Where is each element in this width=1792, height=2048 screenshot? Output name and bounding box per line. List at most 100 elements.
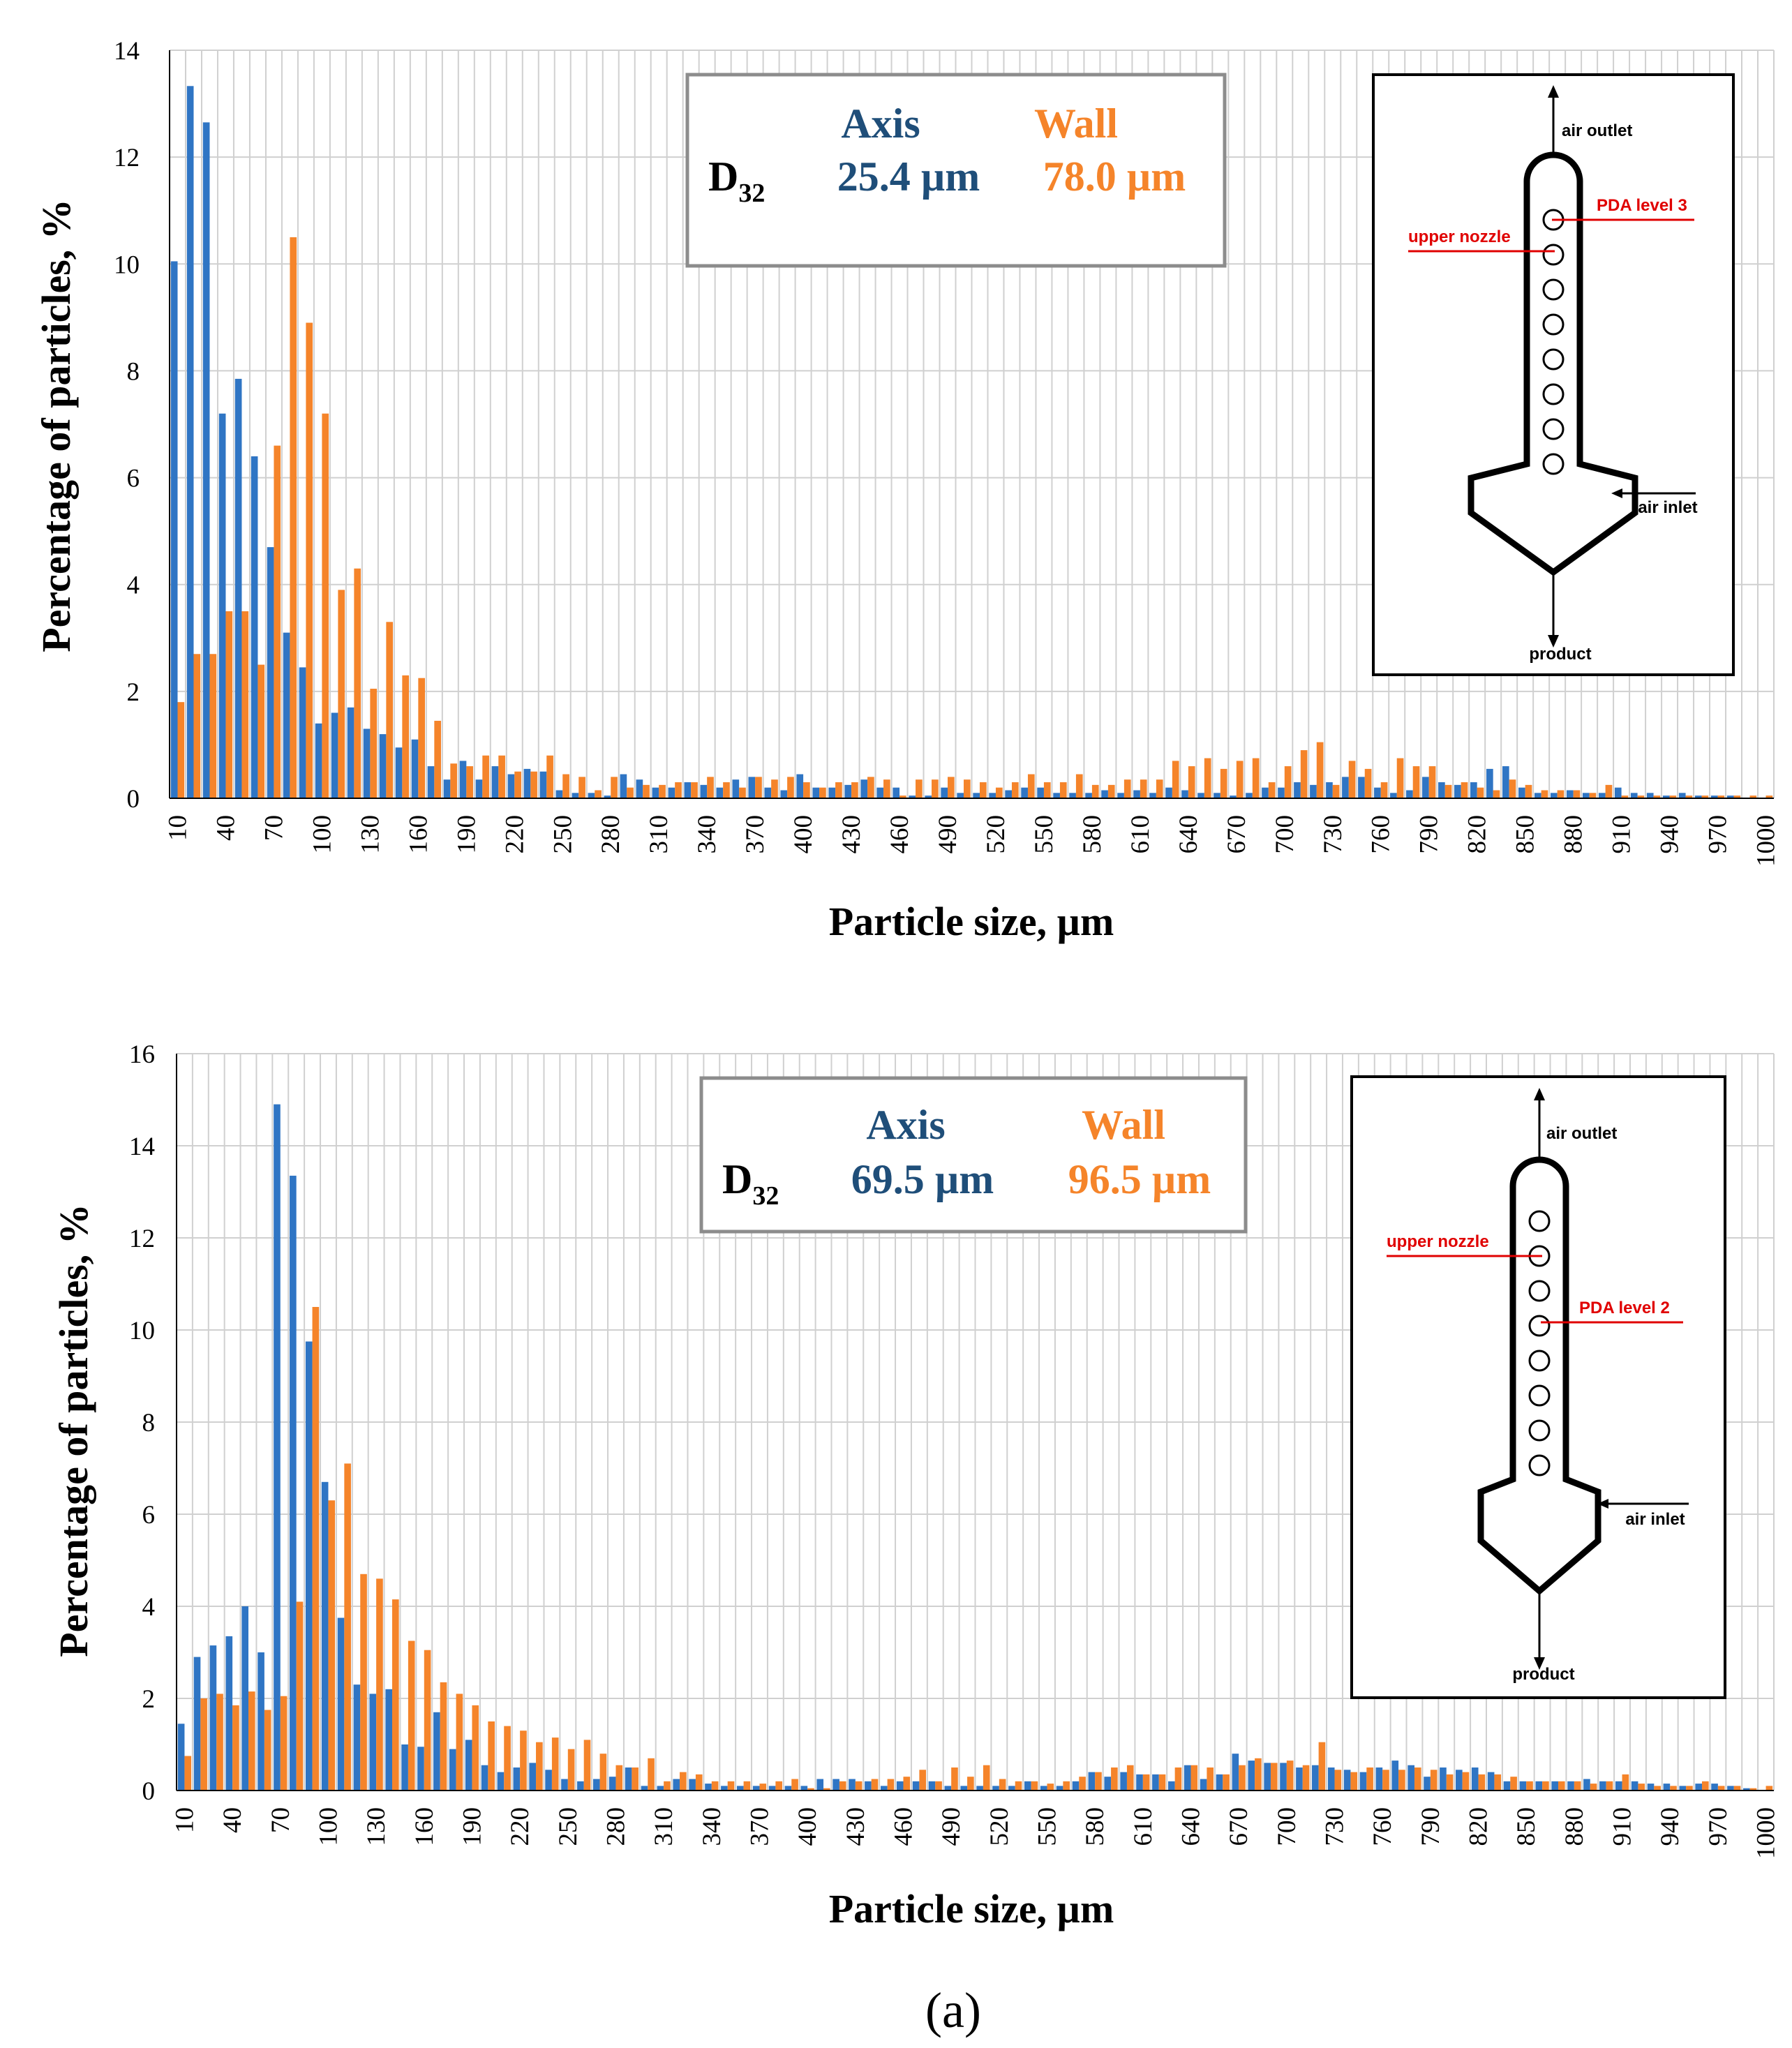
wall-bar bbox=[184, 1756, 192, 1791]
outlet-arrow-head bbox=[1548, 85, 1559, 98]
wall-bar bbox=[723, 782, 730, 798]
chart-2-y-axis-title: Percentage of particles, % bbox=[51, 1204, 96, 1657]
wall-bar bbox=[1653, 795, 1661, 798]
axis-bar bbox=[315, 723, 322, 798]
axis-bar bbox=[849, 1779, 856, 1791]
wall-bar bbox=[344, 1463, 351, 1791]
x-tick-label: 700 bbox=[1273, 1807, 1301, 1846]
wall-bar bbox=[1348, 761, 1356, 798]
axis-bar bbox=[1646, 793, 1654, 798]
axis-bar bbox=[625, 1767, 632, 1791]
x-tick-label: 40 bbox=[212, 815, 241, 841]
wall-bar bbox=[1733, 795, 1741, 798]
axis-bar bbox=[689, 1779, 696, 1791]
axis-bar bbox=[748, 777, 756, 798]
wall-bar bbox=[1015, 1781, 1022, 1791]
axis-bar bbox=[1471, 1767, 1479, 1791]
chart-2-legend: Axis Wall D32 69.5 µm 96.5 µm bbox=[699, 1076, 1248, 1234]
x-tick-label: 220 bbox=[500, 815, 529, 854]
axis-bar bbox=[828, 787, 836, 798]
wall-bar bbox=[835, 782, 842, 798]
wall-bar bbox=[823, 1788, 830, 1791]
wall-bar bbox=[482, 755, 489, 798]
axis-bar bbox=[1440, 1767, 1447, 1791]
x-tick-label: 550 bbox=[1030, 815, 1059, 854]
axis-bar bbox=[465, 1740, 472, 1791]
wall-bar bbox=[1574, 1781, 1581, 1791]
axis-bar bbox=[652, 787, 659, 798]
axis-bar bbox=[928, 1781, 936, 1791]
axis-bar bbox=[1200, 1779, 1207, 1791]
axis-bar bbox=[433, 1712, 440, 1791]
x-tick-label: 880 bbox=[1560, 1807, 1589, 1846]
wall-bar bbox=[1654, 1786, 1661, 1791]
axis-bar bbox=[417, 1747, 424, 1791]
wall-bar bbox=[1733, 1786, 1741, 1791]
axis-bar bbox=[896, 1781, 904, 1791]
axis-bar bbox=[267, 547, 274, 798]
wall-bar bbox=[1047, 1784, 1054, 1791]
y-tick-label: 8 bbox=[142, 1409, 156, 1437]
x-tick-label: 70 bbox=[267, 1807, 295, 1833]
x-tick-label: 610 bbox=[1126, 815, 1155, 854]
x-tick-label: 670 bbox=[1225, 1807, 1253, 1846]
x-tick-label: 730 bbox=[1319, 815, 1347, 854]
chart-1-legend-d32: D32 bbox=[708, 154, 765, 208]
measurement-circle bbox=[1528, 1350, 1551, 1372]
axis-bar bbox=[299, 667, 306, 798]
x-tick-label: 910 bbox=[1608, 815, 1636, 854]
axis-bar bbox=[443, 779, 451, 798]
wall-bar bbox=[1063, 1781, 1070, 1791]
axis-bar bbox=[1534, 793, 1541, 798]
axis-bar bbox=[283, 632, 290, 798]
wall-bar bbox=[1207, 1767, 1214, 1791]
axis-bar bbox=[992, 1786, 999, 1791]
axis-bar bbox=[379, 734, 387, 798]
wall-bar bbox=[1525, 784, 1532, 798]
wall-bar bbox=[707, 777, 714, 798]
chart-1-legend-axis-value: 25.4 µm bbox=[837, 154, 980, 200]
x-tick-label: 490 bbox=[937, 1807, 966, 1846]
wall-bar bbox=[354, 568, 361, 798]
x-tick-label: 580 bbox=[1081, 1807, 1110, 1846]
axis-bar bbox=[800, 1786, 808, 1791]
chart-2-x-ticks: 10 40 70 100 130 160 190 220 250 280 310 340 370 400 4… bbox=[170, 1807, 1780, 1859]
measurement-circle bbox=[1528, 1419, 1551, 1442]
wall-bar bbox=[1095, 1772, 1102, 1791]
d32-main: D bbox=[708, 154, 738, 200]
axis-bar bbox=[1408, 1765, 1414, 1791]
wall-bar bbox=[370, 689, 378, 798]
wall-bar bbox=[1542, 1781, 1549, 1791]
axis-bar bbox=[876, 787, 884, 798]
axis-bar bbox=[1280, 1763, 1287, 1791]
measurement-circle bbox=[1528, 1315, 1551, 1337]
axis-bar bbox=[832, 1779, 839, 1791]
axis-bar bbox=[1695, 1784, 1702, 1791]
axis-bar bbox=[588, 793, 595, 798]
wall-bar bbox=[1111, 1767, 1118, 1791]
x-tick-label: 760 bbox=[1368, 1807, 1397, 1846]
axis-bar bbox=[1374, 787, 1381, 798]
axis-bar bbox=[592, 1779, 600, 1791]
wall-bar bbox=[1236, 761, 1244, 798]
wall-bar bbox=[296, 1601, 304, 1791]
wall-bar bbox=[280, 1696, 288, 1791]
axis-bar bbox=[1375, 1767, 1383, 1791]
axis-bar bbox=[1342, 777, 1349, 798]
axis-bar bbox=[1438, 782, 1445, 798]
wall-bar bbox=[241, 611, 249, 798]
wall-bar bbox=[1350, 1772, 1358, 1791]
axis-bar bbox=[1230, 795, 1237, 798]
chart-1-legend-wall-header: Wall bbox=[1034, 100, 1118, 147]
wall-bar bbox=[1558, 1781, 1565, 1791]
axis-bar bbox=[657, 1786, 664, 1791]
axis-bar bbox=[209, 1645, 217, 1791]
x-tick-label: 670 bbox=[1223, 815, 1251, 854]
wall-bar bbox=[1478, 1774, 1486, 1791]
chart-2-y-ticks: 0 2 4 6 8 10 12 14 16 bbox=[129, 1040, 155, 1806]
chart-2-legend-wall-value: 96.5 µm bbox=[1068, 1156, 1211, 1202]
x-tick-label: 520 bbox=[982, 815, 1010, 854]
wall-bar bbox=[1027, 774, 1035, 798]
wall-bar bbox=[546, 755, 553, 798]
